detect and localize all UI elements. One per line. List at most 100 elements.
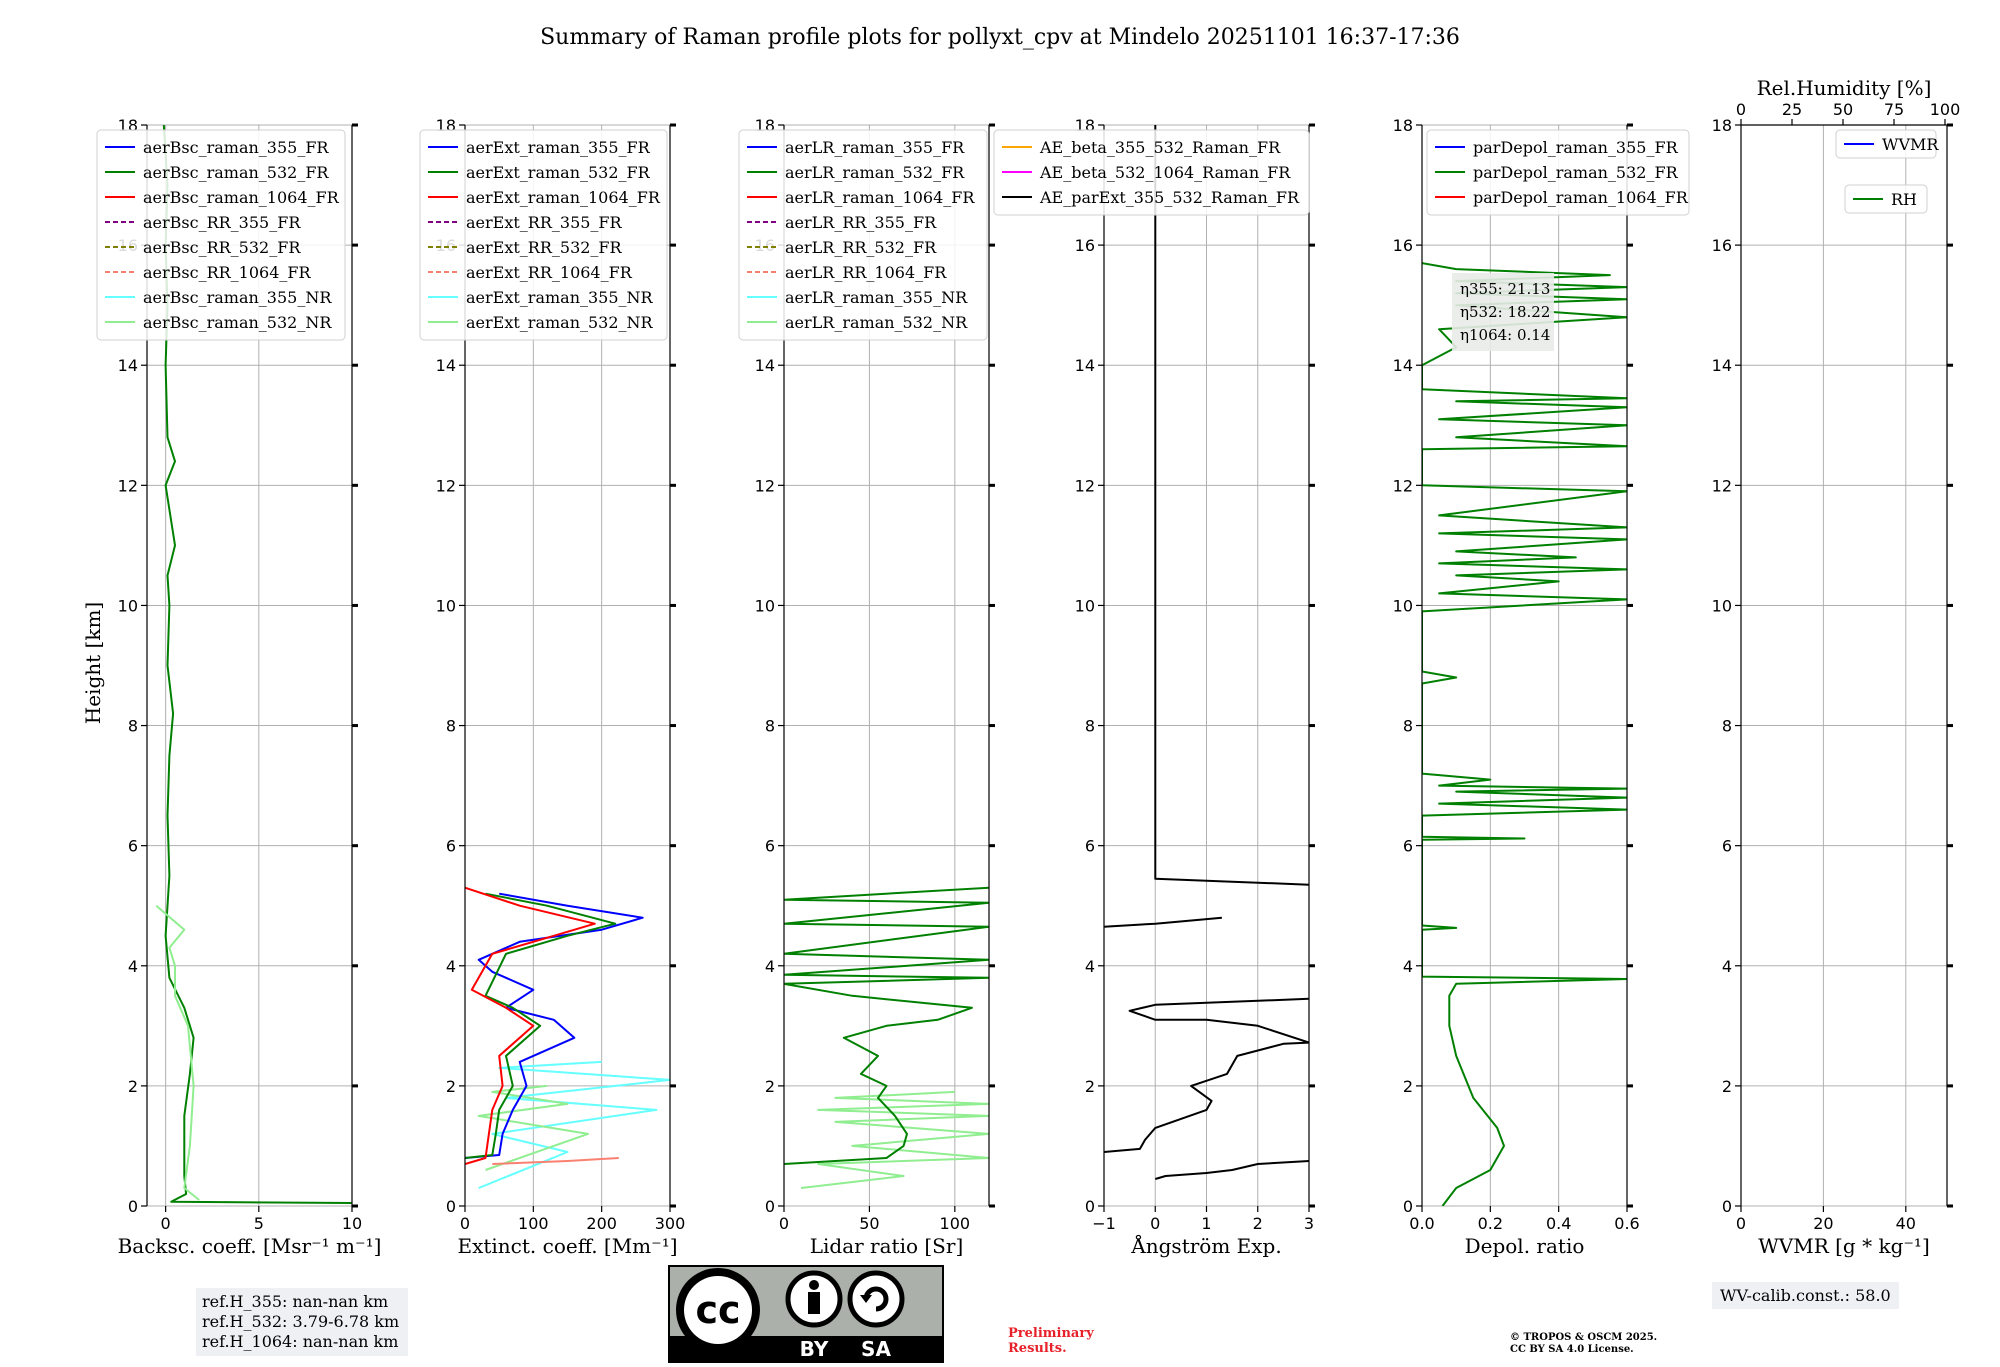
figure-title: Summary of Raman profile plots for polly… bbox=[540, 25, 1460, 50]
preliminary-line-2: Results. bbox=[1008, 1341, 1067, 1356]
legend-label: aerLR_raman_532_NR bbox=[785, 313, 968, 332]
copyright-line-1: © TROPOS & OSCM 2025. bbox=[1510, 1332, 1658, 1343]
eta-label: η355: 21.13 bbox=[1460, 280, 1550, 298]
legend-label: aerBsc_RR_532_FR bbox=[143, 238, 301, 257]
y-tick-label: 6 bbox=[1403, 837, 1413, 856]
x-tick-label: 20 bbox=[1813, 1214, 1833, 1233]
series-AE_parExt_355_532_Raman_FR bbox=[1104, 997, 1309, 1153]
y-tick-label: 8 bbox=[1722, 717, 1732, 736]
y-tick-label: 4 bbox=[1403, 957, 1413, 976]
legend: parDepol_raman_355_FR parDepol_raman_532_… bbox=[1426, 129, 1690, 216]
y-tick-label: 2 bbox=[446, 1077, 456, 1096]
top-x-tick-label: 25 bbox=[1782, 100, 1802, 119]
y-tick-label: 0 bbox=[1403, 1197, 1413, 1216]
x-tick-label: 0 bbox=[1150, 1214, 1160, 1233]
legend-label: aerBsc_raman_532_FR bbox=[143, 163, 329, 182]
series-aerBsc_raman_532_FR bbox=[162, 125, 352, 1204]
copyright-line-2: CC BY SA 4.0 License. bbox=[1510, 1344, 1634, 1355]
legend-label: aerExt_raman_532_NR bbox=[466, 313, 654, 332]
legend-label: aerBsc_RR_1064_FR bbox=[143, 263, 312, 282]
top-x-tick-label: 100 bbox=[1930, 100, 1961, 119]
y-tick-label: 8 bbox=[128, 717, 138, 736]
y-tick-label: 0 bbox=[765, 1197, 775, 1216]
legend-label: aerExt_RR_532_FR bbox=[466, 238, 623, 257]
y-tick-label: 2 bbox=[128, 1077, 138, 1096]
ref-height-532: ref.H_532: 3.79-6.78 km bbox=[202, 1312, 400, 1331]
y-tick-label: 10 bbox=[1712, 596, 1732, 615]
legend-label: aerLR_RR_532_FR bbox=[785, 238, 937, 257]
y-tick-label: 18 bbox=[1393, 116, 1413, 135]
legend-label: AE_parExt_355_532_Raman_FR bbox=[1039, 188, 1300, 207]
y-tick-label: 2 bbox=[1403, 1077, 1413, 1096]
legend-label: AE_beta_532_1064_Raman_FR bbox=[1039, 163, 1291, 182]
y-tick-label: 14 bbox=[436, 356, 456, 375]
panel-3: 024681012141618050100Lidar ratio [Sr]aer… bbox=[738, 116, 995, 1258]
y-tick-label: 4 bbox=[1722, 957, 1732, 976]
series-AE_parExt_355_532_Raman_FR bbox=[1104, 916, 1222, 928]
y-tick-label: 10 bbox=[118, 596, 138, 615]
x-tick-label: 2 bbox=[1253, 1214, 1263, 1233]
legend-label: aerBsc_RR_355_FR bbox=[143, 213, 301, 232]
top-x-tick-label: 0 bbox=[1736, 100, 1746, 119]
y-tick-label: 12 bbox=[1712, 476, 1732, 495]
y-tick-label: 6 bbox=[765, 837, 775, 856]
legend-label: aerLR_raman_355_NR bbox=[785, 288, 968, 307]
y-tick-label: 0 bbox=[446, 1197, 456, 1216]
legend-label: RH bbox=[1891, 190, 1917, 209]
legend-label: aerBsc_raman_355_FR bbox=[143, 138, 329, 157]
y-tick-label: 6 bbox=[128, 837, 138, 856]
y-tick-label: 4 bbox=[1085, 957, 1095, 976]
eta-label: η532: 18.22 bbox=[1460, 303, 1550, 321]
legend: aerBsc_raman_355_FR aerBsc_raman_532_FRae… bbox=[96, 129, 346, 341]
legend-label: aerExt_raman_532_FR bbox=[466, 163, 651, 182]
legend-RH: RH bbox=[1844, 184, 1928, 214]
y-tick-label: 0 bbox=[1085, 1197, 1095, 1216]
y-tick-label: 8 bbox=[765, 717, 775, 736]
x-tick-label: 300 bbox=[655, 1214, 686, 1233]
x-tick-label: 100 bbox=[518, 1214, 549, 1233]
reference-height-box: ref.H_355: nan-nan km ref.H_532: 3.79-6.… bbox=[196, 1288, 408, 1356]
preliminary-note: Preliminary Results. bbox=[1008, 1326, 1094, 1356]
x-tick-label: 0 bbox=[460, 1214, 470, 1233]
by-label: BY bbox=[800, 1337, 829, 1361]
eta-label: η1064: 0.14 bbox=[1460, 326, 1550, 344]
x-axis-label: Ångström Exp. bbox=[1130, 1233, 1281, 1258]
y-tick-label: 14 bbox=[1393, 356, 1413, 375]
y-tick-label: 6 bbox=[446, 837, 456, 856]
eta-box bbox=[1452, 273, 1554, 351]
x-axis-label: Lidar ratio [Sr] bbox=[810, 1234, 964, 1258]
legend-label: parDepol_raman_1064_FR bbox=[1473, 188, 1689, 207]
y-tick-label: 0 bbox=[1722, 1197, 1732, 1216]
x-axis-label: WVMR [g * kg⁻¹] bbox=[1758, 1234, 1930, 1258]
legend-box bbox=[993, 129, 1310, 216]
y-tick-label: 12 bbox=[755, 476, 775, 495]
y-tick-label: 12 bbox=[1075, 476, 1095, 495]
legend-label: aerBsc_raman_1064_FR bbox=[143, 188, 340, 207]
x-tick-label: 0 bbox=[161, 1214, 171, 1233]
x-tick-label: 1 bbox=[1201, 1214, 1211, 1233]
y-tick-label: 8 bbox=[1085, 717, 1095, 736]
legend-label: aerLR_raman_355_FR bbox=[785, 138, 965, 157]
x-axis-label: Backsc. coeff. [Msr⁻¹ m⁻¹] bbox=[118, 1234, 382, 1258]
cc-by-sa-icon: cc BY SA bbox=[668, 1265, 944, 1363]
y-tick-label: 2 bbox=[1722, 1077, 1732, 1096]
y-tick-label: 16 bbox=[1075, 236, 1095, 255]
y-tick-label: 16 bbox=[1393, 236, 1413, 255]
series-aerExt_raman_1064_FR bbox=[465, 886, 596, 1165]
ref-height-355: ref.H_355: nan-nan km bbox=[202, 1292, 389, 1311]
legend-label: aerBsc_raman_355_NR bbox=[143, 288, 332, 307]
data-layer bbox=[1422, 262, 1627, 1206]
eta-annotation: η355: 21.13 η532: 18.22 η1064: 0.14 bbox=[1452, 273, 1554, 351]
y-tick-label: 2 bbox=[1085, 1077, 1095, 1096]
y-tick-label: 18 bbox=[1712, 116, 1732, 135]
series-aerExt_RR_1064_FR bbox=[492, 1157, 619, 1165]
x-tick-label: 0 bbox=[779, 1214, 789, 1233]
y-tick-label: 14 bbox=[755, 356, 775, 375]
y-tick-label: 8 bbox=[446, 717, 456, 736]
data-layer bbox=[784, 886, 989, 1189]
copyright-note: © TROPOS & OSCM 2025. CC BY SA 4.0 Licen… bbox=[1510, 1332, 1657, 1356]
x-tick-label: 200 bbox=[586, 1214, 617, 1233]
